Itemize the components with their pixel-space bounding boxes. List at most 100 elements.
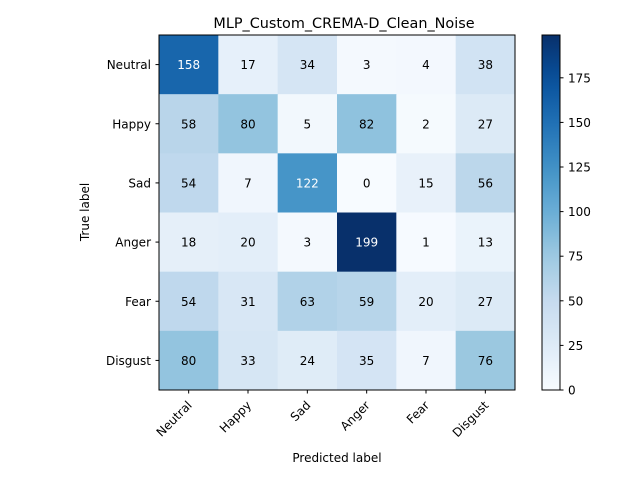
heatmap-cell [337, 35, 397, 95]
heatmap-cell [277, 330, 338, 391]
heatmap-cell [277, 94, 338, 154]
cell-value-label: 3 [304, 236, 312, 250]
heatmap-cell [455, 35, 516, 95]
cell-value-label: 3 [363, 58, 371, 72]
y-tick-label: Neutral [107, 58, 151, 72]
heatmap-cell [218, 153, 279, 213]
cell-value-label: 17 [240, 58, 255, 72]
colorbar: 0 25 50 75 100 125 150 175 [541, 34, 591, 398]
colorbar-tick-label: 100 [568, 205, 591, 219]
cell-value-label: 1 [422, 236, 430, 250]
cell-value-label: 122 [296, 176, 319, 190]
cell-value-label: 4 [422, 58, 430, 72]
y-tick-label: Happy [112, 117, 151, 131]
cell-value-label: 58 [181, 117, 196, 131]
heatmap-cell [159, 153, 219, 213]
cell-value-label: 35 [359, 354, 374, 368]
x-tick-label: Happy [217, 398, 254, 435]
heatmap-cell [277, 212, 338, 273]
cell-value-label: 59 [359, 295, 374, 309]
cell-value-label: 18 [181, 236, 196, 250]
chart-title: MLP_Custom_CREMA-D_Clean_Noise [213, 16, 474, 32]
cell-value-label: 80 [181, 354, 196, 368]
heatmap-cell [159, 35, 219, 95]
heatmap-cell [396, 94, 457, 154]
colorbar-tick-label: 25 [568, 339, 583, 353]
cell-value-label: 27 [478, 117, 493, 131]
cell-value-label: 33 [240, 354, 255, 368]
cell-value-label: 158 [177, 58, 200, 72]
colorbar-tick-label: 50 [568, 294, 583, 308]
y-tick-label: Anger [115, 236, 151, 250]
heatmap-cell [455, 153, 516, 213]
cell-value-label: 54 [181, 295, 196, 309]
cell-value-label: 24 [300, 354, 315, 368]
heatmap-cell [159, 212, 219, 273]
x-tick-label: Disgust [450, 398, 492, 440]
x-tick-label: Anger [338, 398, 373, 433]
heatmap-cell [218, 94, 279, 154]
heatmap-cell [455, 330, 516, 391]
cell-value-label: 2 [422, 117, 430, 131]
cell-value-label: 7 [422, 354, 430, 368]
heatmap-cell [337, 153, 397, 213]
heatmap-cell [396, 271, 457, 332]
heatmap-cell [277, 271, 338, 332]
x-tick-label: Neutral [154, 398, 195, 439]
cell-value-label: 199 [355, 236, 378, 250]
heatmap-cell [396, 35, 457, 95]
colorbar-tick-label: 0 [568, 384, 576, 398]
cell-value-label: 27 [478, 295, 493, 309]
cell-value-label: 82 [359, 117, 374, 131]
y-axis-label: True label [78, 183, 92, 242]
heatmap-cell [159, 271, 219, 332]
y-axis-ticks: Neutral Happy Sad Anger Fear Disgust [106, 58, 159, 368]
x-tick-label: Fear [404, 398, 432, 426]
colorbar-tick-label: 75 [568, 250, 583, 264]
heatmap-cell [396, 212, 457, 273]
cell-value-label: 13 [478, 236, 493, 250]
colorbar-tick-label: 175 [568, 71, 591, 85]
colorbar-tick-label: 125 [568, 161, 591, 175]
y-tick-label: Sad [128, 176, 151, 190]
plot-border [158, 34, 516, 391]
cell-value-label: 38 [478, 58, 493, 72]
colorbar-tick-label: 150 [568, 116, 591, 130]
cell-value-label: 0 [363, 176, 371, 190]
plot-frame [158, 34, 516, 391]
cell-value-label: 15 [418, 176, 433, 190]
heatmap-cell [218, 35, 279, 95]
heatmap-cell [337, 271, 397, 332]
cell-value-label: 54 [181, 176, 196, 190]
x-tick-label: Sad [288, 398, 314, 424]
heatmap-cell [337, 330, 397, 391]
heatmap-cell [218, 212, 279, 273]
heatmap-cell [337, 94, 397, 154]
cell-value-label: 20 [240, 236, 255, 250]
heatmap-cell [455, 94, 516, 154]
x-axis-label: Predicted label [292, 451, 381, 465]
cell-value-label: 80 [240, 117, 255, 131]
cell-value-label: 34 [300, 58, 315, 72]
heatmap-cell [396, 330, 457, 391]
y-tick-label: Disgust [106, 354, 151, 368]
cell-value-label: 20 [418, 295, 433, 309]
cell-value-label: 76 [478, 354, 493, 368]
heatmap-cell [218, 271, 279, 332]
heatmap-cell [277, 35, 338, 95]
heatmap-cell [159, 94, 219, 154]
heatmap-cell [159, 330, 219, 391]
colorbar-gradient [541, 34, 561, 391]
x-axis-ticks: Neutral Happy Sad Anger Fear Disgust [154, 390, 492, 440]
cell-value-label: 56 [478, 176, 493, 190]
heatmap-cell [337, 212, 397, 273]
cell-value-label: 63 [300, 295, 315, 309]
heatmap-cell [277, 153, 338, 213]
heatmap-cell [218, 330, 279, 391]
cell-value-label: 31 [240, 295, 255, 309]
y-tick-label: Fear [125, 295, 151, 309]
heatmap-cell [455, 212, 516, 273]
cell-value-label: 5 [304, 117, 312, 131]
